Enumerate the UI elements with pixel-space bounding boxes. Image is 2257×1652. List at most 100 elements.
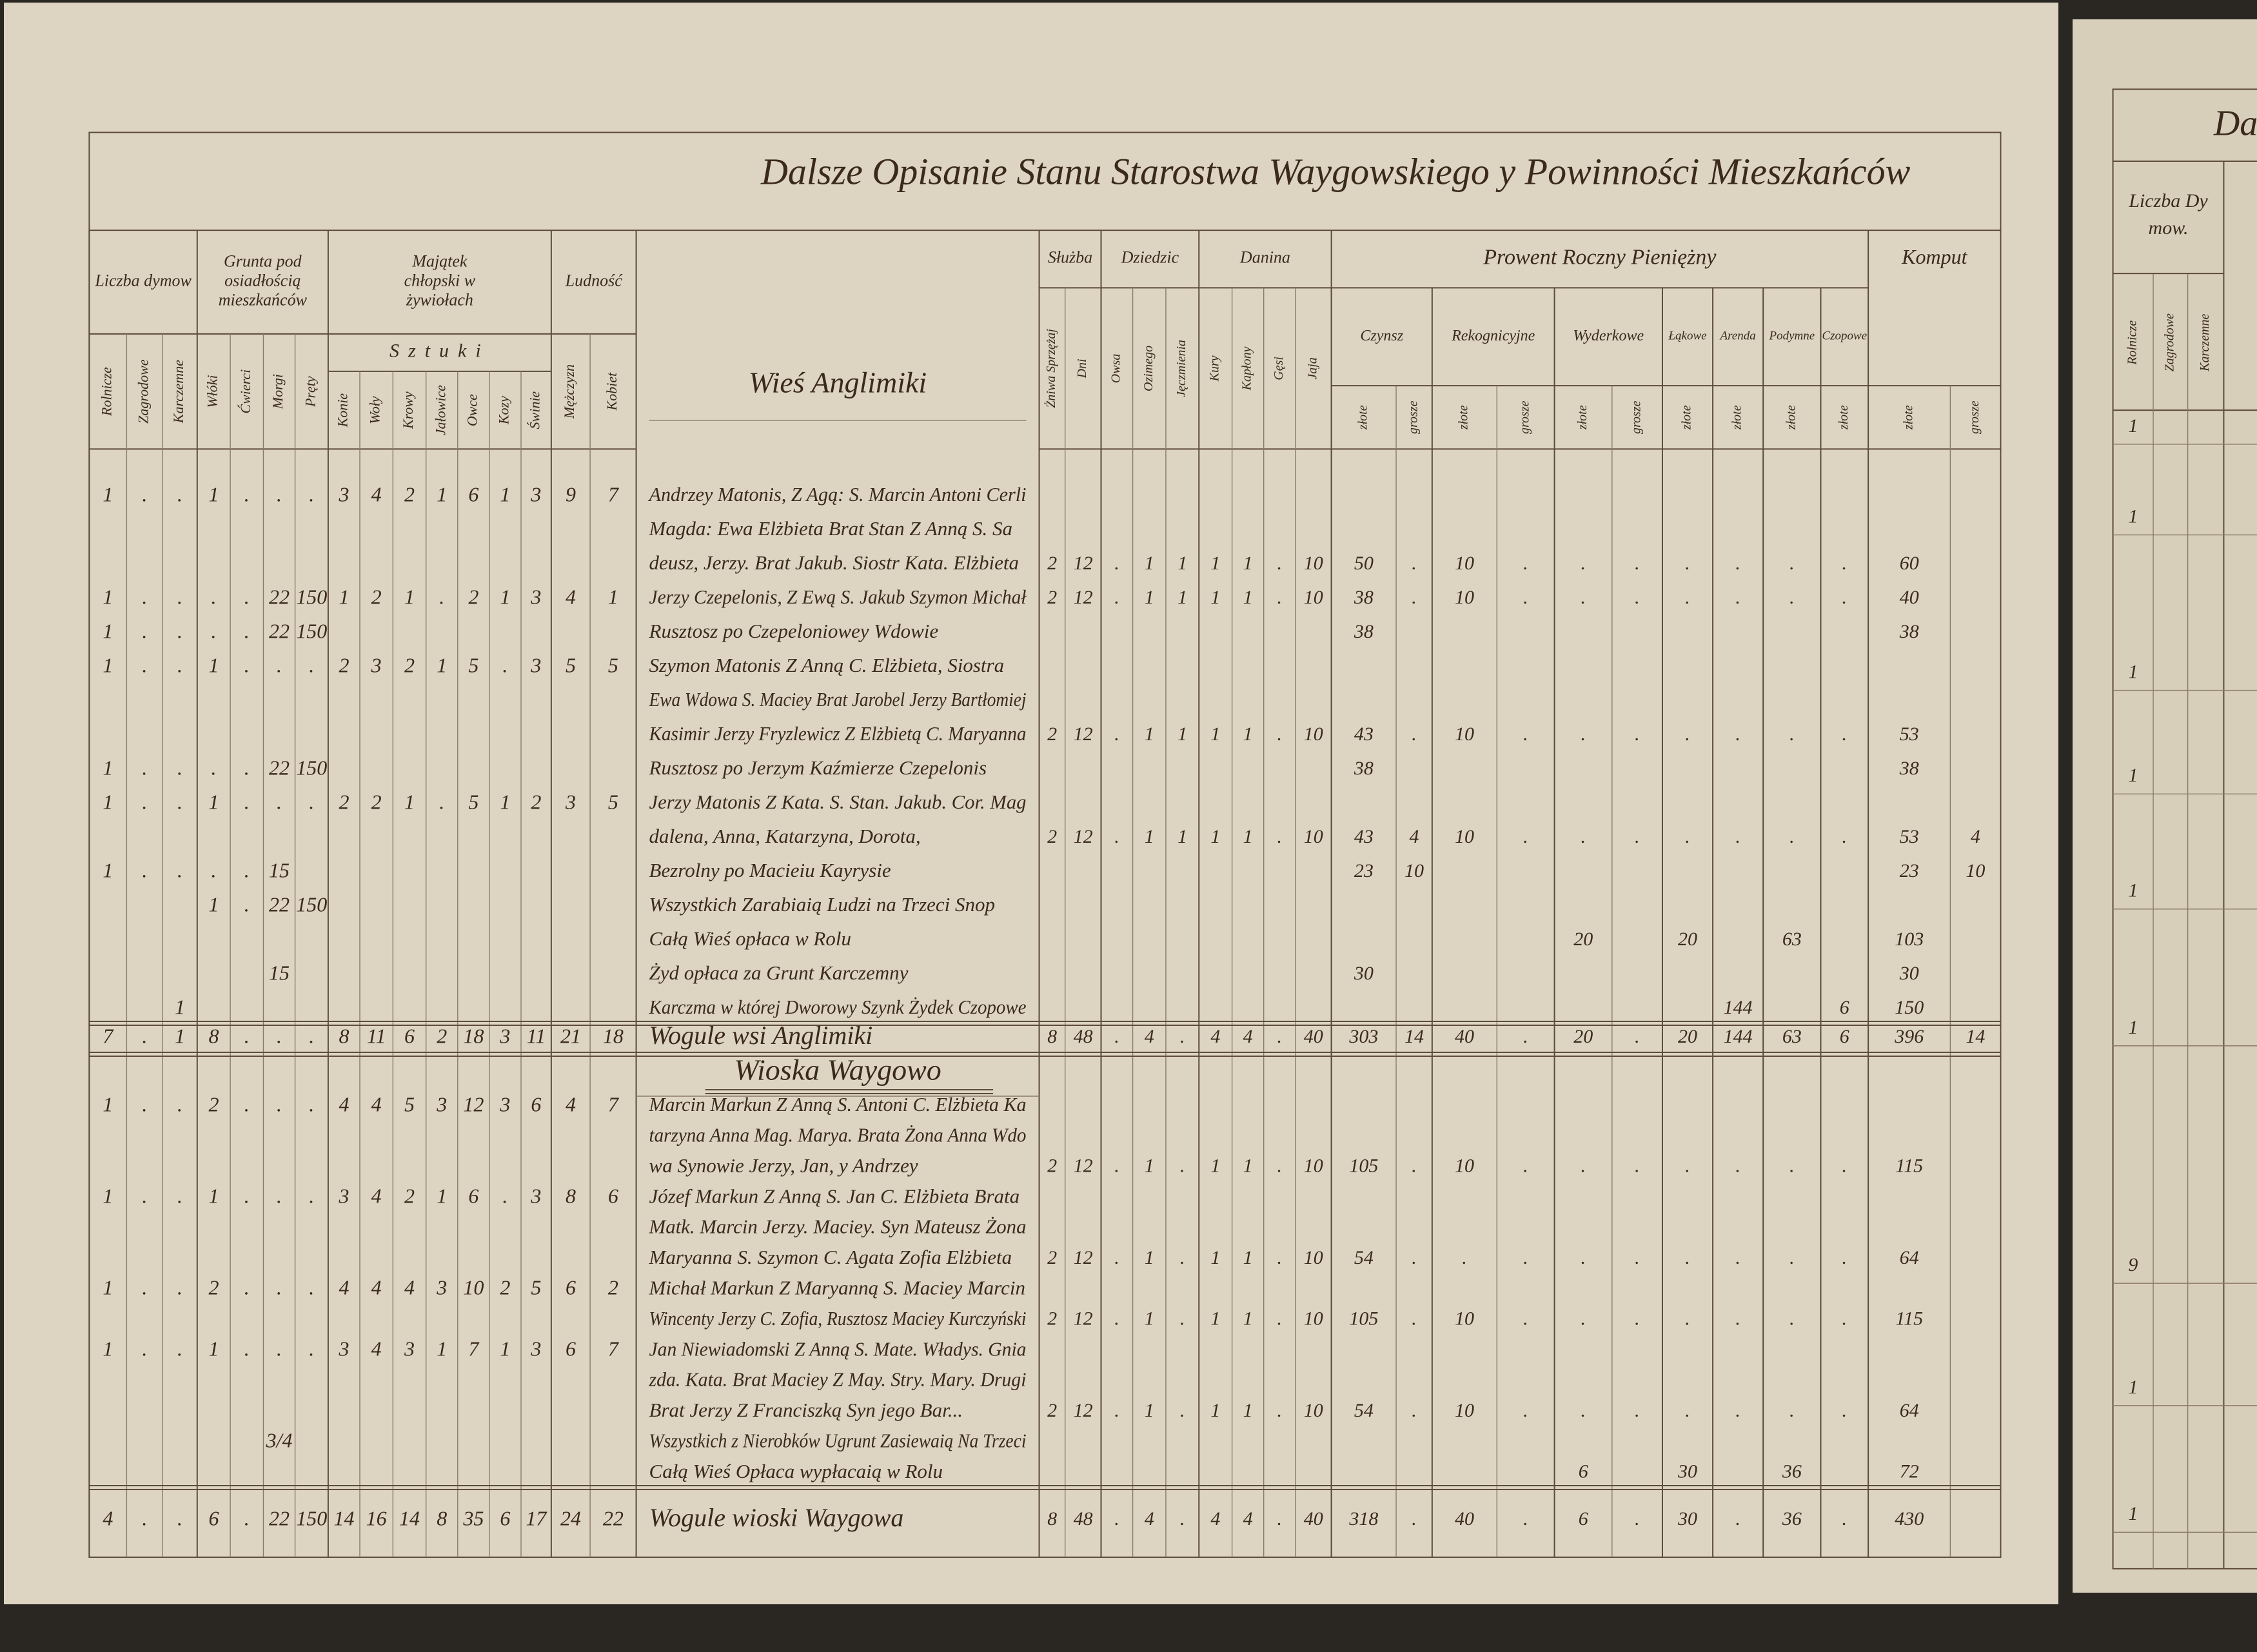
cell-value: . xyxy=(1581,1308,1586,1330)
cell-value: 20 xyxy=(1573,929,1593,950)
cell-value: . xyxy=(1277,587,1282,608)
cell-value: 48 xyxy=(1074,1026,1093,1047)
cell-value: . xyxy=(309,1276,314,1299)
cell-value: 2 xyxy=(437,1024,447,1047)
row-text: Karczma w której Dworowy Szynk Żydek Czo… xyxy=(649,996,1027,1018)
cell-value: . xyxy=(142,585,147,608)
cell-value: 4 xyxy=(371,1185,382,1208)
cell-value: 1 xyxy=(608,585,618,608)
row-text: Całą Wieś Opłaca wypłacaią w Rolu xyxy=(649,1460,943,1482)
row-text: Marcin Markun Z Anną S. Antoni C. Elżbie… xyxy=(649,1093,1027,1116)
cell-value: 40 xyxy=(1304,1508,1323,1529)
cell-value: 53 xyxy=(1900,723,1919,745)
cell-value: 144 xyxy=(1724,1026,1753,1047)
text-line: Liczba dymow xyxy=(94,271,192,290)
cell-value: 64 xyxy=(1900,1400,1919,1421)
cell-value: 4 xyxy=(1145,1026,1154,1047)
cell-value: 53 xyxy=(1900,826,1919,847)
cell-value: 8 xyxy=(566,1185,576,1208)
cell-value: 4 xyxy=(1409,826,1419,847)
page-title: Dalsze Opisanie Stanu Starostwa Waygowsk… xyxy=(760,150,1911,192)
cell-value: . xyxy=(1114,1508,1119,1529)
cell-value: . xyxy=(1735,1508,1740,1529)
column-group-label: Służba xyxy=(1048,248,1092,267)
prowent-label: Arenda xyxy=(1719,329,1756,343)
cell-value: 63 xyxy=(1782,929,1802,950)
cell-value: 1 xyxy=(500,585,510,608)
cell-value: 12 xyxy=(1074,553,1093,574)
total-label: Wogule wsi Anglimiki xyxy=(649,1021,873,1050)
cell-value: 1 xyxy=(1243,826,1253,847)
next-page-header: Liczba Dy mow. xyxy=(2128,190,2208,239)
cell-value: 2 xyxy=(1047,826,1057,847)
cell-value: . xyxy=(177,653,182,676)
row-text: Szymon Matonis Z Anną C. Elżbieta, Siost… xyxy=(649,654,1005,676)
cell-value: 30 xyxy=(1677,1461,1697,1482)
cell-value: 105 xyxy=(1349,1308,1378,1330)
cell-value: 1 xyxy=(103,1092,113,1116)
cell-value: . xyxy=(1412,1508,1417,1529)
cell-value: 1 xyxy=(1210,1308,1220,1330)
cell-value: . xyxy=(1523,1508,1528,1529)
cell-value: 30 xyxy=(1899,963,1919,984)
column-label: Żniwa Sprzężaj xyxy=(1043,329,1058,408)
cell-value: 1 xyxy=(103,1185,113,1208)
cell-value: 3 xyxy=(404,1337,415,1361)
cell-value: . xyxy=(244,1092,250,1116)
cell-value: 1 xyxy=(1178,723,1187,745)
cell-value: 40 xyxy=(1900,587,1919,608)
cell-value: 3 xyxy=(499,1092,510,1116)
cell-value: 38 xyxy=(1899,621,1919,642)
cell-value: . xyxy=(1685,1400,1690,1421)
cell-value: 30 xyxy=(1677,1508,1697,1529)
cell-value: . xyxy=(142,1506,147,1529)
row-text: Wszystkich Zarabiaią Ludzi na Trzeci Sno… xyxy=(649,893,996,916)
cell-value: . xyxy=(1581,1155,1586,1177)
cell-value: . xyxy=(277,653,282,676)
cell-value: 1 xyxy=(1243,553,1253,574)
cell-value: 38 xyxy=(1899,758,1919,779)
cell-value: . xyxy=(244,790,250,813)
cell-value: . xyxy=(1114,1247,1119,1268)
cell-value: 10 xyxy=(1304,1247,1323,1268)
prowent-label: Wyderkowe xyxy=(1573,328,1644,344)
cell-value: 2 xyxy=(339,653,349,676)
cell-value: 303 xyxy=(1348,1026,1378,1047)
cell-value: . xyxy=(1685,723,1690,745)
cell-value: . xyxy=(142,1185,147,1208)
cell-value: 7 xyxy=(103,1024,114,1047)
cell-value: . xyxy=(1277,1026,1282,1047)
cell-value: . xyxy=(1735,1155,1740,1177)
cell-value: 12 xyxy=(1074,723,1093,745)
cell-value: . xyxy=(1412,587,1417,608)
cell-value: . xyxy=(244,1506,250,1529)
cell-value: . xyxy=(1789,1400,1795,1421)
cell-value: 2 xyxy=(1047,587,1057,608)
cell-value: 1 xyxy=(1243,1247,1253,1268)
cell-value: 12 xyxy=(1074,1155,1093,1177)
cell-value: 6 xyxy=(1579,1508,1588,1529)
cell-value: 11 xyxy=(527,1024,546,1047)
row-text: tarzyna Anna Mag. Marya. Brata Żona Anna… xyxy=(649,1124,1027,1146)
column-label: Owsa xyxy=(1109,354,1123,384)
cell-value: 22 xyxy=(269,1506,290,1529)
cell-value: 4 xyxy=(371,1337,382,1361)
cell-value: 5 xyxy=(566,653,576,676)
sztuki-label: Sztuki xyxy=(389,340,490,362)
cell-value: 1 xyxy=(437,1185,447,1208)
cell-value: 5 xyxy=(404,1092,415,1116)
cell-value: 1 xyxy=(1210,553,1220,574)
cell-value: 3 xyxy=(436,1092,447,1116)
cell-value: . xyxy=(142,619,147,642)
cell-value: 1 xyxy=(500,1337,510,1361)
column-label: Włóki xyxy=(204,375,220,408)
cell-value: 1 xyxy=(1243,1400,1253,1421)
prowent-label: Podymne xyxy=(1768,329,1815,343)
cell-value: 10 xyxy=(1304,826,1323,847)
cell-value: 3 xyxy=(530,653,541,676)
cell-value: . xyxy=(177,1185,182,1208)
cell-value: 1 xyxy=(1145,826,1154,847)
cell-value: 12 xyxy=(1074,1247,1093,1268)
village-heading: Wioska Waygowo xyxy=(734,1054,941,1087)
